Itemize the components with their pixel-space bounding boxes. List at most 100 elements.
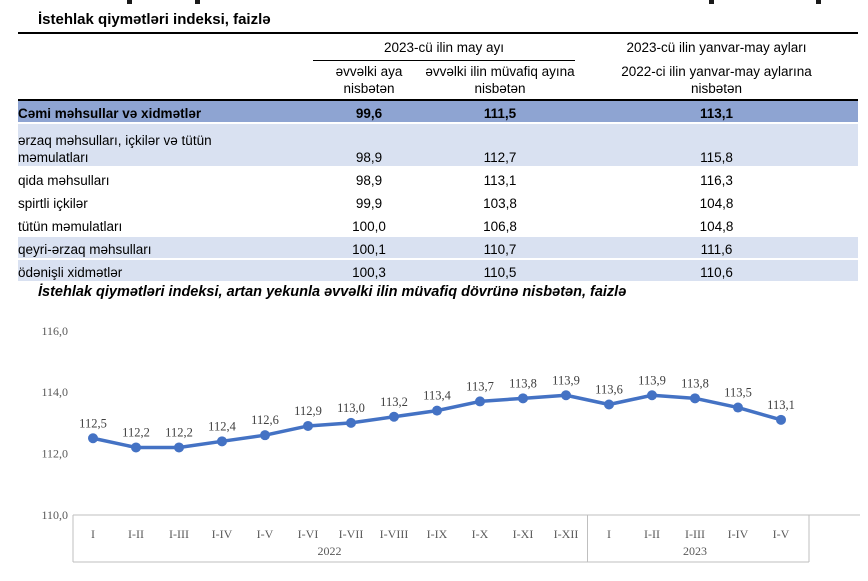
chart-data-point bbox=[88, 433, 98, 444]
chart-data-point bbox=[432, 405, 442, 416]
chart-data-label: 113,9 bbox=[552, 373, 580, 387]
y-axis-tick-label: 112,0 bbox=[41, 447, 68, 461]
clipped-text-fragment bbox=[127, 0, 132, 4]
table-header-row-2: əvvəlki aya nisbətən əvvəlki ilin müvafi… bbox=[18, 61, 858, 99]
table-row: qeyri-ərzaq məhsulları 100,1 110,7 111,6 bbox=[18, 237, 858, 260]
cpi-line-chart: 116,0 114,0 112,0 110,0 I I-II I-III I-IV I-V I-V… bbox=[28, 322, 868, 572]
clipped-text-fragment bbox=[816, 0, 821, 4]
table-row: tütün məmulatları 100,0 106,8 104,8 bbox=[18, 214, 858, 237]
chart-data-label: 113,6 bbox=[595, 382, 623, 396]
chart-data-point bbox=[346, 417, 356, 428]
chart-data-label: 112,4 bbox=[208, 419, 236, 433]
row-value: 98,9 bbox=[313, 168, 425, 191]
col4-header-line1: 2023-cü ilin yanvar-may ayları bbox=[626, 40, 807, 55]
x-axis-tick-label: I-XI bbox=[513, 527, 534, 541]
chart-data-label: 112,5 bbox=[79, 416, 107, 430]
chart-data-label: 113,4 bbox=[423, 389, 451, 403]
row-value: 115,8 bbox=[575, 124, 858, 168]
row-value: 100,3 bbox=[313, 260, 425, 283]
row-label: spirtli içkilər bbox=[18, 191, 313, 214]
chart-data-point bbox=[260, 430, 270, 441]
row-label: ödənişli xidmətlər bbox=[18, 260, 313, 283]
clipped-text-fragment bbox=[195, 0, 200, 4]
row-value: 99,9 bbox=[313, 191, 425, 214]
table-row: ərzaq məhsulları, içkilər və tütün məmul… bbox=[18, 124, 858, 168]
row-label: tütün məmulatları bbox=[18, 214, 313, 237]
cpi-table-wrap: 2023-cü ilin may ayı 2023-cü ilin yanvar… bbox=[18, 32, 858, 283]
row-value: 106,8 bbox=[425, 214, 575, 237]
chart-data-point bbox=[647, 390, 657, 401]
chart-data-point bbox=[217, 436, 227, 447]
chart-data-label: 113,1 bbox=[767, 398, 795, 412]
x-axis-tick-label: I-VIII bbox=[380, 527, 409, 541]
chart-data-label: 113,9 bbox=[638, 373, 666, 387]
x-axis-tick-label: I-II bbox=[644, 527, 660, 541]
row-label: ərzaq məhsulları, içkilər və tütün məmul… bbox=[18, 124, 313, 168]
row-value: 116,3 bbox=[575, 168, 858, 191]
table-title: İstehlak qiymətləri indeksi, faizlə bbox=[38, 11, 271, 28]
x-axis-tick-label: I bbox=[91, 527, 95, 541]
chart-data-label: 113,2 bbox=[380, 395, 408, 409]
chart-data-point bbox=[733, 402, 743, 413]
chart-data-label: 113,7 bbox=[466, 379, 494, 393]
col2-header: əvvəlki aya nisbətən bbox=[335, 64, 403, 96]
x-axis-tick-label: I-V bbox=[257, 527, 274, 541]
row-value: 112,7 bbox=[425, 124, 575, 168]
row-label: Cəmi məhsullar və xidmətlər bbox=[18, 99, 313, 124]
chart-data-point bbox=[776, 414, 786, 425]
x-axis-tick-label: I-III bbox=[685, 527, 705, 541]
cpi-table: 2023-cü ilin may ayı 2023-cü ilin yanvar… bbox=[18, 34, 858, 283]
row-value: 110,5 bbox=[425, 260, 575, 283]
table-row-total: Cəmi məhsullar və xidmətlər 99,6 111,5 1… bbox=[18, 99, 858, 124]
row-value: 104,8 bbox=[575, 214, 858, 237]
chart-data-label: 113,8 bbox=[509, 376, 537, 390]
chart-data-point bbox=[131, 442, 141, 453]
x-axis-tick-label: I-XII bbox=[554, 527, 579, 541]
table-row: ödənişli xidmətlər 100,3 110,5 110,6 bbox=[18, 260, 858, 283]
chart-data-label: 112,6 bbox=[251, 413, 279, 427]
x-axis-tick-label: I bbox=[607, 527, 611, 541]
x-axis-tick-label: I-IV bbox=[212, 527, 233, 541]
x-axis-tick-label: I-IV bbox=[728, 527, 749, 541]
x-axis-tick-label: I-VI bbox=[298, 527, 319, 541]
chart-data-label: 112,2 bbox=[122, 425, 150, 439]
table-row: qida məhsulları 98,9 113,1 116,3 bbox=[18, 168, 858, 191]
chart-data-point bbox=[303, 420, 313, 431]
row-label: qeyri-ərzaq məhsulları bbox=[18, 237, 313, 260]
clipped-text-fragment bbox=[709, 0, 714, 4]
chart-data-point bbox=[690, 393, 700, 404]
row-value: 111,6 bbox=[575, 237, 858, 260]
chart-data-point bbox=[518, 393, 528, 404]
row-value: 113,1 bbox=[575, 99, 858, 124]
chart-data-point bbox=[604, 399, 614, 410]
x-axis-tick-label: I-VII bbox=[339, 527, 364, 541]
row-value: 110,7 bbox=[425, 237, 575, 260]
row-value: 98,9 bbox=[313, 124, 425, 168]
chart-title: İstehlak qiymətləri indeksi, artan yekun… bbox=[38, 284, 627, 300]
row-value: 113,1 bbox=[425, 168, 575, 191]
x-axis-tick-label: I-III bbox=[169, 527, 189, 541]
chart-data-point bbox=[475, 396, 485, 407]
x-axis-tick-label: I-II bbox=[128, 527, 144, 541]
y-axis-tick-label: 116,0 bbox=[41, 324, 68, 338]
x-axis-tick-label: I-IX bbox=[427, 527, 448, 541]
chart-data-label: 112,9 bbox=[294, 404, 322, 418]
y-axis-tick-label: 110,0 bbox=[41, 508, 68, 522]
header-spacer bbox=[18, 34, 313, 61]
header-spacer bbox=[18, 61, 313, 99]
table-header-row-1: 2023-cü ilin may ayı 2023-cü ilin yanvar… bbox=[18, 34, 858, 61]
row-value: 104,8 bbox=[575, 191, 858, 214]
year-group-label: 2022 bbox=[318, 544, 342, 558]
chart-data-point bbox=[561, 390, 571, 401]
row-value: 99,6 bbox=[313, 99, 425, 124]
row-value: 110,6 bbox=[575, 260, 858, 283]
row-label: qida məhsulları bbox=[18, 168, 313, 191]
row-value: 100,1 bbox=[313, 237, 425, 260]
chart-data-label: 113,0 bbox=[337, 401, 365, 415]
chart-data-point bbox=[174, 442, 184, 453]
chart-series-line bbox=[91, 393, 783, 450]
chart-data-label: 112,2 bbox=[165, 425, 193, 439]
x-axis-tick-label: I-X bbox=[472, 527, 489, 541]
col4-header-line2: 2022-ci ilin yanvar-may aylarına nisbətə… bbox=[621, 64, 812, 96]
